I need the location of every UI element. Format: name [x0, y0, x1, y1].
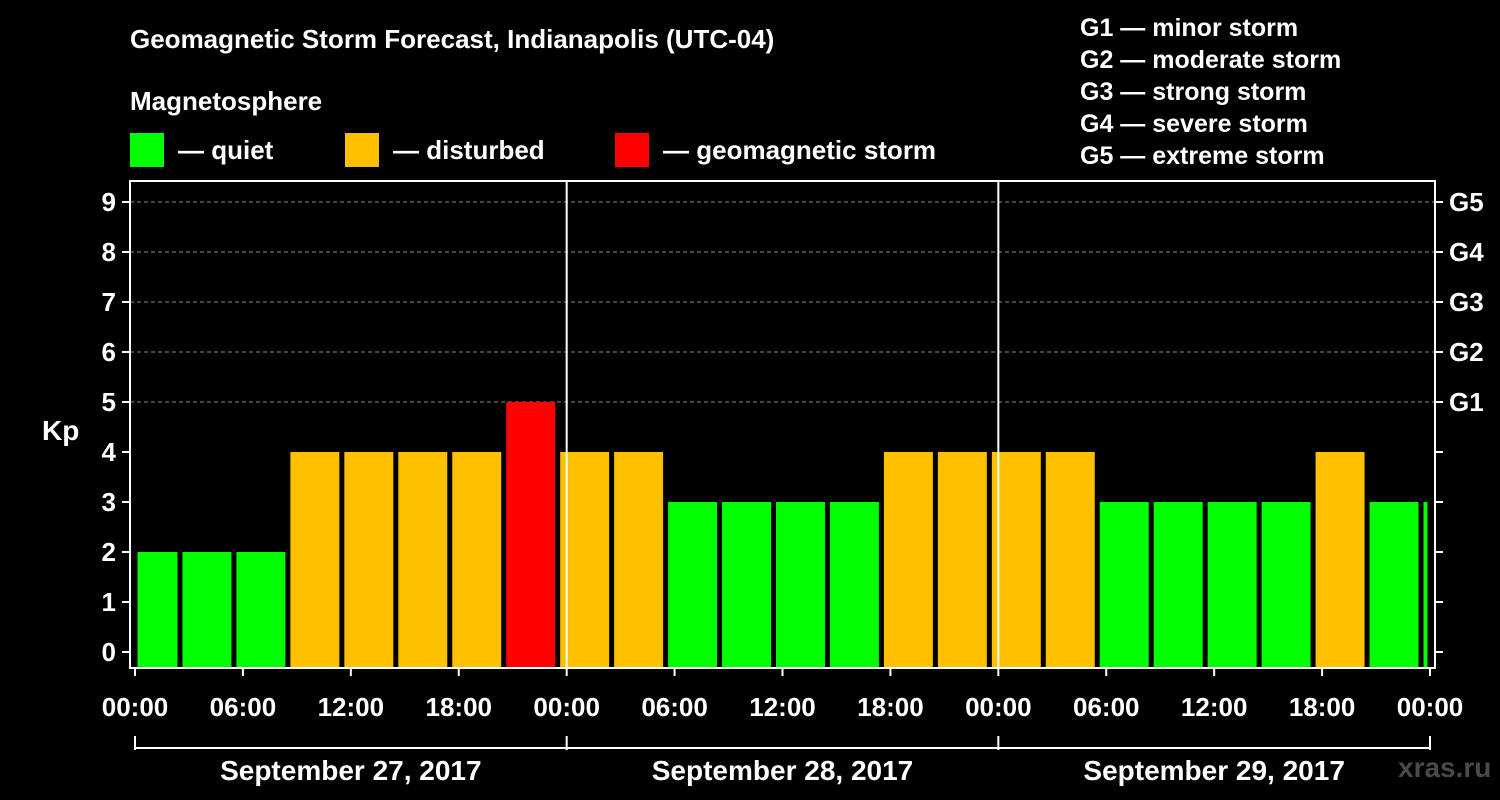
kp-bar-1: [182, 552, 232, 668]
kp-bar-5: [398, 452, 448, 668]
right-axis-label-g2: G2: [1449, 337, 1484, 367]
kp-bar-3: [290, 452, 340, 668]
chart-title: Geomagnetic Storm Forecast, Indianapolis…: [130, 24, 775, 54]
y-tick-label-9: 9: [102, 187, 116, 217]
watermark: xras.ru: [1398, 752, 1492, 783]
kp-bar-6: [452, 452, 502, 668]
right-axis-label-g1: G1: [1449, 387, 1484, 417]
x-tick-label-0: 00:00: [102, 692, 169, 722]
kp-bar-4: [344, 452, 394, 668]
storm-scale-g1: G1 — minor storm: [1080, 14, 1299, 42]
y-tick-label-3: 3: [102, 487, 116, 517]
legend-swatch-quiet: [130, 133, 164, 167]
legend-disturbed: — disturbed: [345, 133, 545, 167]
x-tick-label-12: 00:00: [1397, 692, 1464, 722]
kp-bar-14: [883, 452, 933, 668]
legend-swatch-storm: [615, 133, 649, 167]
kp-bar-20: [1207, 502, 1257, 668]
legend-label-storm: — geomagnetic storm: [663, 134, 937, 165]
x-tick-label-11: 18:00: [1289, 692, 1356, 722]
right-axis-label-g5: G5: [1449, 187, 1484, 217]
date-label-1: September 28, 2017: [652, 755, 914, 786]
storm-scale-legend: G1 — minor storm G2 — moderate storm G3 …: [1080, 12, 1341, 172]
x-tick-label-5: 06:00: [641, 692, 708, 722]
right-axis-label-g3: G3: [1449, 287, 1484, 317]
kp-bar-19: [1153, 502, 1203, 668]
kp-bar-23: [1369, 502, 1419, 668]
kp-bar-21: [1261, 502, 1311, 668]
date-label-0: September 27, 2017: [220, 755, 482, 786]
storm-scale-g4: G4 — severe storm: [1080, 110, 1308, 138]
magnetosphere-label: Magnetosphere: [130, 86, 323, 116]
kp-bar-17: [1045, 452, 1095, 668]
date-label-2: September 29, 2017: [1083, 755, 1345, 786]
y-tick-label-6: 6: [102, 337, 116, 367]
y-axis-label: Kp: [42, 415, 79, 446]
kp-bar-11: [722, 502, 772, 668]
storm-scale-g3: G3 — strong storm: [1080, 78, 1307, 106]
x-tick-label-6: 12:00: [749, 692, 816, 722]
x-tick-label-2: 12:00: [318, 692, 385, 722]
x-tick-label-9: 06:00: [1073, 692, 1140, 722]
kp-bar-15: [937, 452, 987, 668]
kp-bar-22: [1315, 452, 1365, 668]
x-tick-label-3: 18:00: [426, 692, 493, 722]
kp-bar-16: [991, 452, 1041, 668]
kp-bar-8: [560, 452, 610, 668]
kp-bar-24: [1423, 502, 1428, 668]
y-tick-label-4: 4: [102, 437, 117, 467]
kp-bar-13: [829, 502, 879, 668]
y-tick-label-5: 5: [102, 387, 116, 417]
y-tick-label-8: 8: [102, 237, 116, 267]
x-tick-label-10: 12:00: [1181, 692, 1248, 722]
kp-bar-7: [506, 402, 556, 668]
right-axis-label-g4: G4: [1449, 237, 1484, 267]
legend-storm: — geomagnetic storm: [615, 133, 936, 167]
legend-label-quiet: — quiet: [178, 134, 274, 165]
x-tick-label-4: 00:00: [533, 692, 600, 722]
y-tick-label-1: 1: [102, 587, 116, 617]
kp-bar-0: [137, 552, 178, 668]
y-tick-label-7: 7: [102, 287, 116, 317]
kp-bar-12: [776, 502, 825, 668]
legend-swatch-disturbed: [345, 133, 379, 167]
legend-quiet: — quiet: [130, 133, 273, 167]
kp-bar-2: [236, 552, 286, 668]
kp-bar-10: [668, 502, 718, 668]
kp-bar-9: [614, 452, 664, 668]
storm-scale-g2: G2 — moderate storm: [1080, 46, 1342, 74]
x-tick-label-7: 18:00: [857, 692, 924, 722]
y-tick-label-2: 2: [102, 537, 116, 567]
x-tick-label-8: 00:00: [965, 692, 1032, 722]
storm-scale-g5: G5 — extreme storm: [1080, 142, 1325, 170]
x-tick-label-1: 06:00: [210, 692, 277, 722]
kp-bar-18: [1099, 502, 1149, 668]
legend-label-disturbed: — disturbed: [393, 134, 545, 165]
y-tick-label-0: 0: [102, 637, 116, 667]
